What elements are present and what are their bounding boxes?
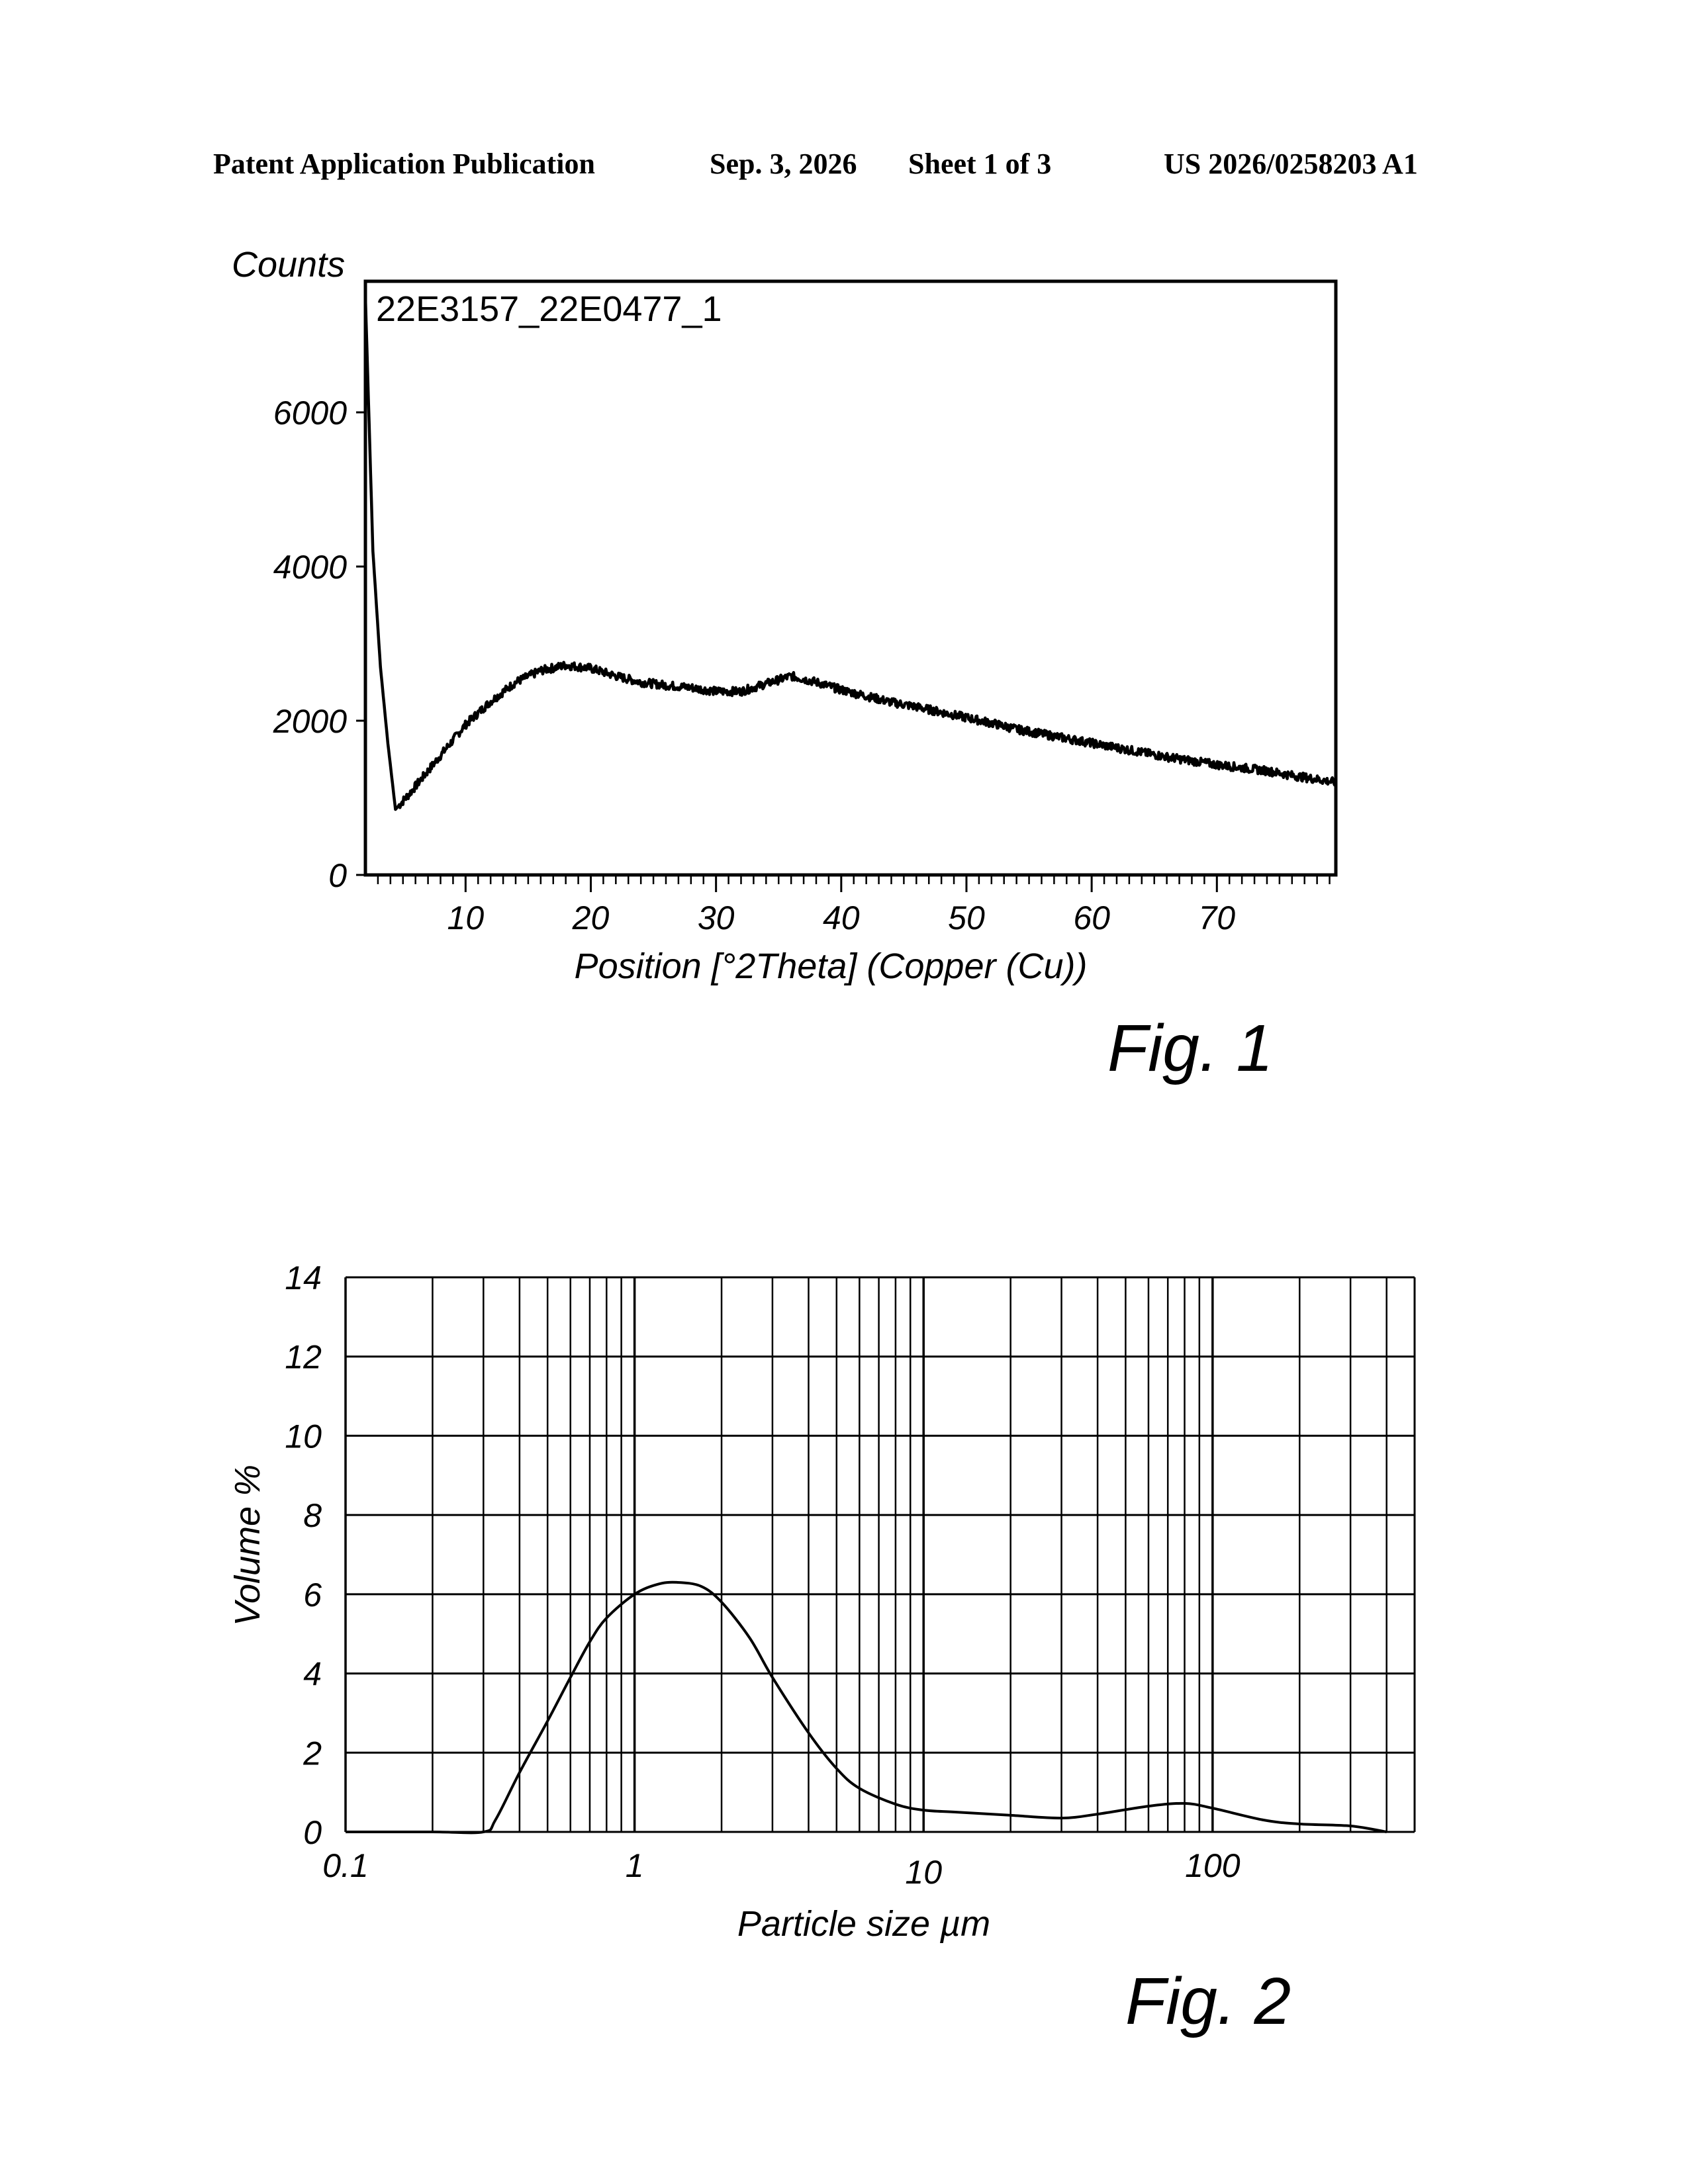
x-tick-label: 1 [626,1847,644,1884]
y-tick-label: 6000 [273,394,347,432]
particle-size-series-line [346,1582,1387,1833]
figure-1-label: Fig. 1 [1107,1011,1273,1085]
y-tick-label: 2000 [273,703,347,740]
plot-frame [365,281,1336,875]
y-tick-label: 2 [303,1735,322,1772]
y-tick-label: 0 [303,1814,322,1851]
y-axis-label: Volume % [228,1465,267,1626]
x-tick-label: 30 [698,899,735,936]
y-tick-label: 4 [303,1656,322,1693]
figure-2-label: Fig. 2 [1125,1964,1291,2038]
y-axis-label: Counts [232,245,345,285]
x-tick-label: 100 [1185,1847,1241,1884]
x-tick-label: 10 [447,899,485,936]
x-tick-label: 20 [572,899,610,936]
x-tick-label: 40 [823,899,860,936]
y-tick-label: 12 [285,1339,322,1376]
sample-label: 22E3157_22E0477_1 [376,289,722,329]
x-tick-label: 0.1 [322,1847,369,1884]
x-tick-label: 50 [948,899,985,936]
y-tick-label: 8 [303,1497,322,1534]
y-tick-label: 4000 [273,549,347,586]
y-tick-label: 6 [303,1576,322,1614]
xrd-chart: 10 20 30 40 50 60 70 0 2000 4000 6000 Counts 22E3157… [0,0,1688,1125]
x-axis-label: Particle size µm [737,1904,990,1944]
x-tick-label: 70 [1198,899,1235,936]
x-axis-label: Position [°2Theta] (Copper (Cu)) [575,946,1088,986]
x-tick-label: 10 [905,1854,942,1891]
y-tick-label: 0 [328,857,347,894]
xrd-series-line [365,296,1335,809]
x-tick-label: 60 [1073,899,1110,936]
y-tick-label: 14 [285,1259,322,1297]
y-tick-label: 10 [285,1418,322,1455]
